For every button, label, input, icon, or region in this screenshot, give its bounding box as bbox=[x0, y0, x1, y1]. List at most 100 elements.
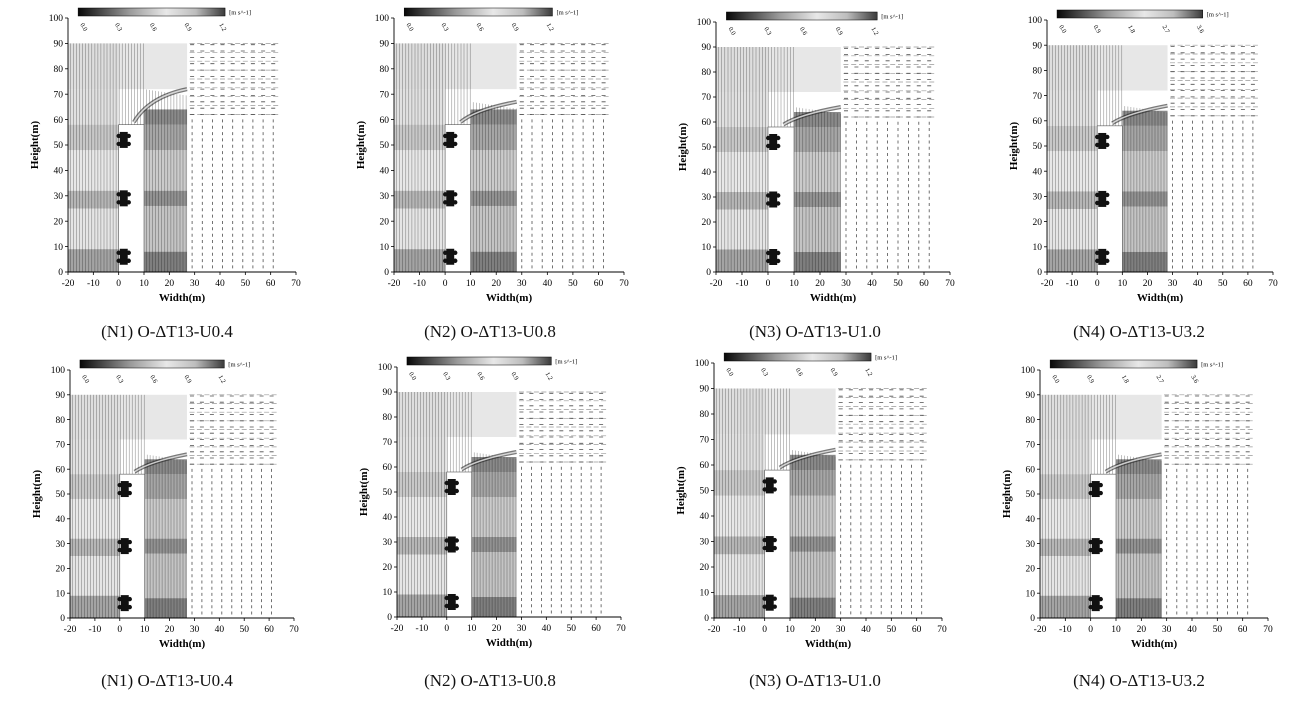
x-tick-label: 30 bbox=[1168, 279, 1178, 289]
y-tick-label: 30 bbox=[56, 540, 66, 550]
upper-band bbox=[68, 43, 188, 90]
x-tick-label: 0 bbox=[444, 624, 449, 634]
x-tick-label: 50 bbox=[1218, 279, 1228, 289]
y-tick-label: 0 bbox=[706, 268, 711, 278]
y-tick-label: 70 bbox=[702, 93, 712, 103]
x-tick-label: -20 bbox=[62, 279, 75, 289]
y-tick-label: 40 bbox=[702, 168, 712, 178]
x-tick-label: -10 bbox=[416, 624, 429, 634]
colorbar-tick-label: 0.3 bbox=[441, 371, 451, 382]
y-tick-label: 20 bbox=[1026, 565, 1036, 575]
x-tick-label: 60 bbox=[1243, 279, 1253, 289]
panel-caption: (N4) O-ΔT13-U3.2 bbox=[1073, 322, 1205, 341]
upper-band bbox=[714, 388, 836, 435]
x-axis-label: Width(m) bbox=[805, 638, 852, 650]
y-tick-label: 0 bbox=[1037, 268, 1042, 278]
y-tick-label: 90 bbox=[1033, 41, 1043, 51]
y-tick-label: 80 bbox=[1033, 67, 1043, 77]
upstream-band bbox=[1047, 125, 1098, 152]
x-tick-label: -10 bbox=[87, 279, 100, 289]
x-tick-label: -10 bbox=[736, 279, 749, 289]
upstream-band bbox=[716, 209, 768, 250]
colorbar-tick-label: 0.3 bbox=[759, 367, 769, 378]
chart-r1c2: -20 -10 0 10 20 30 40 50 60 70 0 10 20 30 40 50 60 70 80 90… bbox=[355, 7, 629, 304]
upstream-band bbox=[70, 556, 120, 596]
colorbar-tick-label: 2.7 bbox=[1161, 24, 1171, 35]
y-tick-label: 20 bbox=[56, 565, 66, 575]
tree-marker bbox=[117, 595, 132, 612]
y-tick-label: 10 bbox=[1033, 243, 1043, 253]
y-tick-label: 60 bbox=[383, 463, 393, 473]
x-tick-label: 70 bbox=[616, 624, 626, 634]
y-tick-label: 100 bbox=[51, 366, 66, 376]
y-tick-label: 10 bbox=[54, 243, 64, 253]
colorbar-tick-label: 0.3 bbox=[113, 22, 123, 33]
x-tick-label: -10 bbox=[1066, 279, 1079, 289]
upstream-band bbox=[70, 538, 120, 556]
canyon-band bbox=[471, 472, 517, 497]
y-tick-label: 20 bbox=[700, 563, 710, 573]
chart-r1c4: -20 -10 0 10 20 30 40 50 60 70 0 10 20 30 40 50 60 70 80 90… bbox=[1008, 9, 1278, 304]
x-tick-label: -10 bbox=[1059, 625, 1072, 635]
y-tick-label: 70 bbox=[1033, 92, 1043, 102]
vector-field bbox=[397, 391, 607, 617]
colorbar-unit: [m s^-1] bbox=[1207, 12, 1229, 19]
canyon-band bbox=[794, 192, 841, 207]
canyon-band bbox=[144, 124, 188, 151]
y-tick-label: 90 bbox=[380, 40, 390, 50]
vector-field bbox=[1040, 394, 1253, 618]
canyon-band bbox=[1116, 553, 1162, 599]
upstream-band bbox=[714, 554, 765, 596]
y-tick-label: 20 bbox=[54, 217, 64, 227]
colorbar-tick-label: 0.6 bbox=[148, 22, 158, 33]
tree-marker bbox=[766, 191, 781, 208]
upstream-band bbox=[1040, 498, 1091, 539]
x-tick-label: 20 bbox=[165, 279, 175, 289]
x-tick-label: 30 bbox=[836, 625, 846, 635]
y-tick-label: 50 bbox=[700, 487, 710, 497]
x-tick-label: 40 bbox=[215, 279, 225, 289]
sparse-arrows bbox=[1170, 46, 1255, 269]
y-tick-label: 30 bbox=[1033, 193, 1043, 203]
canyon-band bbox=[144, 474, 187, 499]
y-tick-label: 30 bbox=[54, 192, 64, 202]
colorbar bbox=[726, 11, 878, 21]
building bbox=[118, 124, 145, 272]
x-tick-label: 70 bbox=[1268, 279, 1278, 289]
upstream-band bbox=[70, 474, 120, 499]
colorbar bbox=[406, 356, 552, 366]
panel-caption: (N2) O-ΔT13-U0.8 bbox=[424, 322, 556, 341]
vector-field bbox=[70, 394, 277, 618]
colorbar-unit: [m s^-1] bbox=[881, 14, 903, 21]
upper-band bbox=[397, 392, 517, 437]
x-tick-label: 20 bbox=[491, 279, 501, 289]
canyon-band bbox=[470, 124, 517, 151]
x-tick-label: 40 bbox=[542, 624, 552, 634]
colorbar-tick-label: 1.8 bbox=[1126, 24, 1136, 35]
y-tick-label: 50 bbox=[56, 490, 66, 500]
colorbar bbox=[1056, 9, 1203, 19]
y-axis-label: Height(m) bbox=[29, 121, 41, 170]
y-tick-label: 10 bbox=[702, 243, 712, 253]
upstream-band bbox=[70, 595, 120, 618]
y-tick-label: 80 bbox=[380, 65, 390, 75]
x-tick-label: 0 bbox=[1088, 625, 1093, 635]
upper-band bbox=[70, 394, 187, 440]
y-tick-label: 100 bbox=[1021, 366, 1036, 376]
y-tick-label: 70 bbox=[383, 438, 393, 448]
upstream-band bbox=[394, 208, 446, 250]
upper-band bbox=[394, 43, 517, 90]
y-tick-label: 40 bbox=[1026, 515, 1036, 525]
x-tick-label: 60 bbox=[266, 279, 276, 289]
upstream-band bbox=[716, 249, 768, 272]
x-tick-label: 20 bbox=[815, 279, 825, 289]
colorbar bbox=[77, 7, 226, 17]
y-tick-label: 10 bbox=[380, 243, 390, 253]
x-tick-label: 50 bbox=[893, 279, 903, 289]
x-tick-label: 60 bbox=[594, 279, 604, 289]
colorbar-tick-label: 0.3 bbox=[762, 26, 772, 37]
x-tick-label: 60 bbox=[919, 279, 929, 289]
colorbar-tick-label: 0.6 bbox=[475, 22, 485, 33]
colorbar-tick-label: 0.0 bbox=[1050, 374, 1060, 385]
tree-marker bbox=[443, 190, 458, 207]
